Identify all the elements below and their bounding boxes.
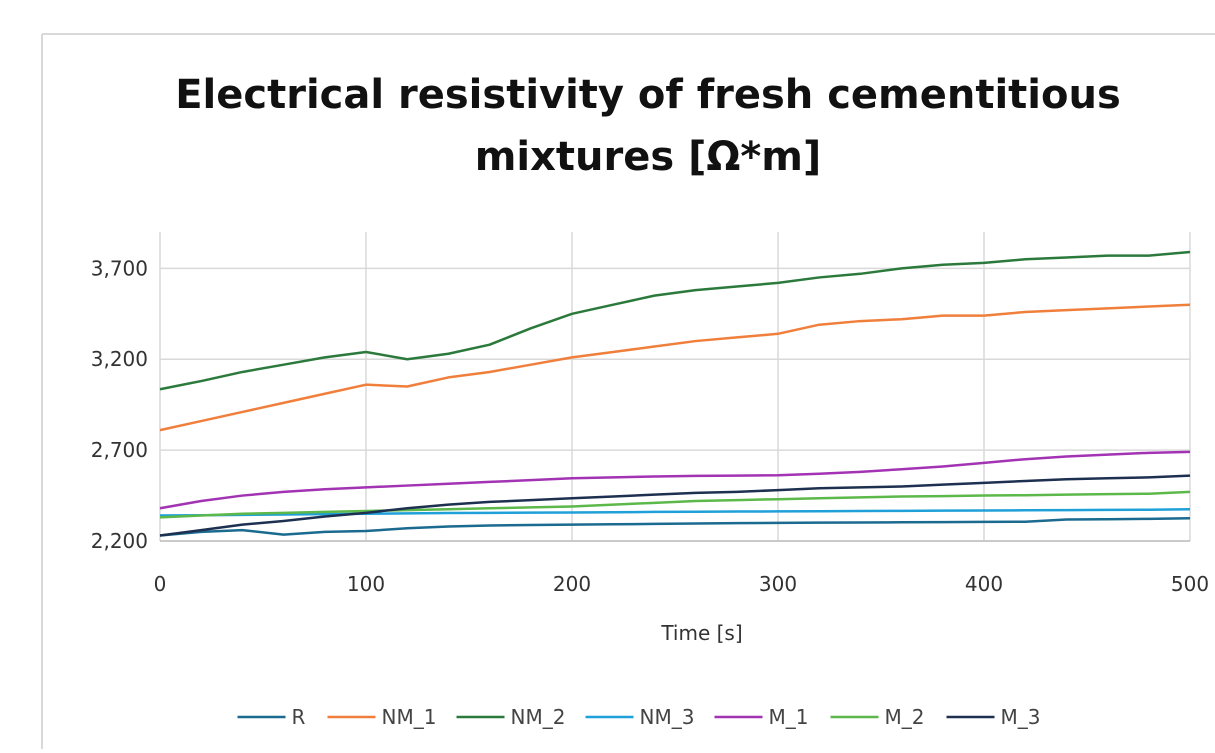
x-tick-label: 400 [965,572,1003,596]
legend-label: R [292,705,306,729]
x-tick-label: 0 [154,572,167,596]
legend-label: NM_3 [640,705,695,729]
y-tick-label: 3,200 [91,347,148,371]
x-tick-label: 100 [347,572,385,596]
x-tick-label: 300 [759,572,797,596]
legend-label: NM_1 [382,705,437,729]
legend-label: M_3 [1001,705,1041,729]
series-line [159,450,1191,510]
y-tick-label: 2,200 [91,529,148,553]
series-line [159,303,1191,432]
x-axis-title: Time [s] [660,621,742,645]
y-tick-label: 3,700 [91,256,148,280]
legend-label: M_2 [885,705,925,729]
series-line [159,517,1191,537]
legend-label: NM_2 [511,705,566,729]
series-line [159,507,1191,517]
chart-title: Electrical resistivity of fresh cementit… [175,72,1121,118]
series-line [159,474,1191,537]
chart-title-line2: mixtures [Ω*m] [475,134,822,180]
series-line [159,250,1191,391]
y-tick-label: 2,700 [91,438,148,462]
series-line [159,490,1191,519]
x-tick-label: 500 [1171,572,1209,596]
legend-label: M_1 [769,705,809,729]
x-tick-label: 200 [553,572,591,596]
